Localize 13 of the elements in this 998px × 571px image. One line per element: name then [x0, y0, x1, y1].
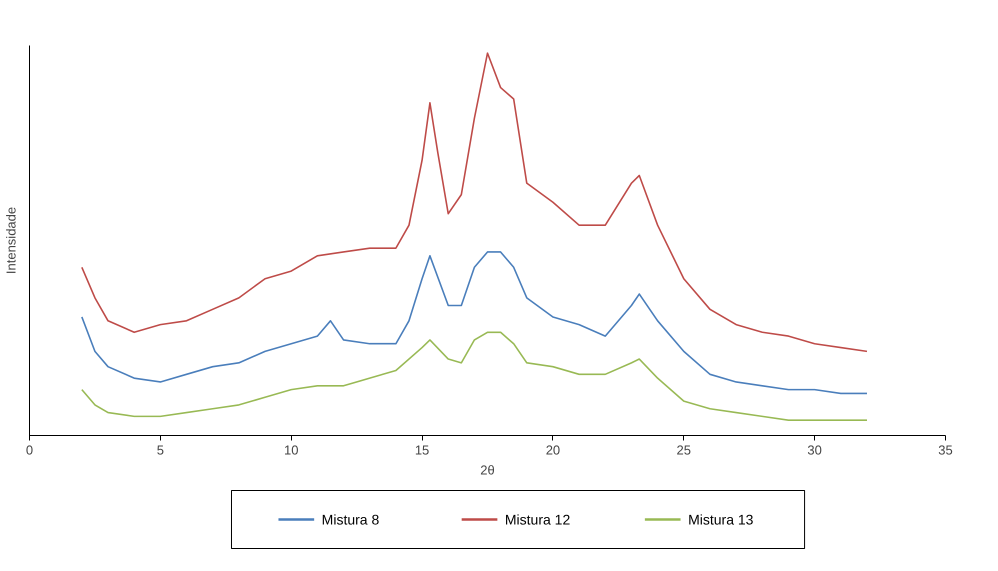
x-tick-label: 35: [938, 442, 953, 458]
x-tick-label: 30: [807, 442, 822, 458]
x-tick-label: 10: [284, 442, 298, 458]
x-tick-label: 0: [26, 442, 34, 458]
x-tick-label: 20: [546, 442, 560, 458]
x-axis-title: 2θ: [480, 462, 495, 478]
x-tick-label: 5: [156, 442, 164, 458]
y-axis-title: Intensidade: [4, 206, 18, 274]
x-tick-label: 25: [676, 442, 692, 458]
legend-label: Mistura 8: [322, 512, 380, 528]
legend-label: Mistura 12: [504, 512, 570, 528]
x-tick-label: 15: [414, 442, 430, 458]
legend-label: Mistura 13: [688, 512, 754, 528]
